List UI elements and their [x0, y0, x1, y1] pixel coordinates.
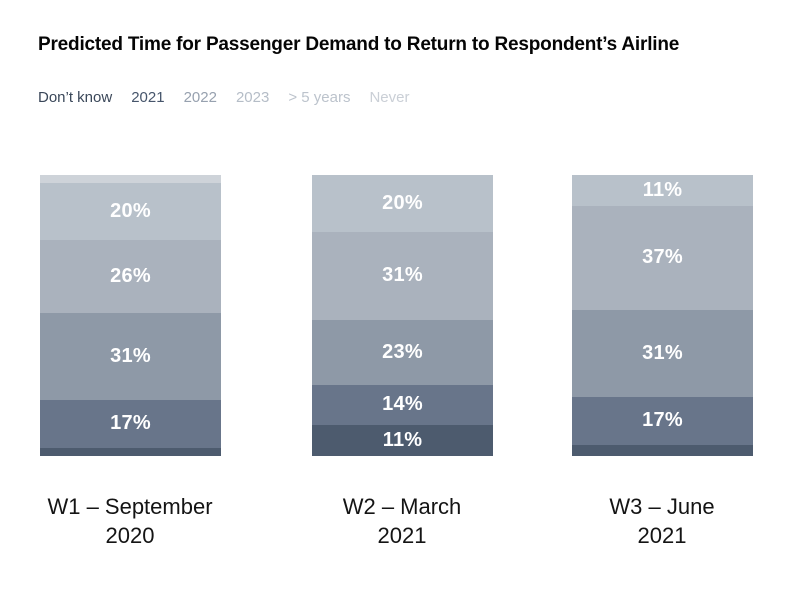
bar-segment-2023: 31% [312, 231, 493, 320]
segment-value-label: 17% [642, 409, 683, 432]
category-label-line: 2021 [377, 523, 427, 548]
segment-value-label: 37% [642, 246, 683, 269]
segment-value-label: 17% [110, 412, 151, 435]
bar-segment-2022: 31% [40, 312, 221, 400]
segment-value-label: 11% [642, 178, 683, 201]
segment-value-label: 23% [382, 340, 423, 363]
bar-segment-2023: 37% [572, 205, 753, 310]
legend: Don’t know 2021 2022 2023 > 5 years Never [38, 89, 409, 106]
category-label-line: W1 – September [47, 494, 213, 519]
category-label-2: W2 – March 2021 [262, 492, 542, 550]
bar-segment-never [40, 175, 221, 184]
bar-column-2: 20% 31% 23% 14% 11% [312, 175, 493, 456]
bar-column-1: 20% 26% 31% 17% [40, 175, 221, 457]
category-label-line: W3 – June [609, 494, 715, 519]
bar-segment-don-t-know [572, 444, 753, 456]
bar-segment-2021: 14% [312, 385, 493, 425]
segment-value-label: 31% [110, 344, 151, 367]
segment-value-label: 11% [382, 428, 423, 451]
category-label-1: W1 – September 2020 [0, 492, 270, 550]
bar-segment-2021: 17% [40, 399, 221, 448]
segment-value-label: 14% [382, 393, 423, 416]
bar-segment-don-t-know [40, 447, 221, 457]
category-label-line: W2 – March [342, 494, 462, 519]
bar-column-3: 11% 37% 31% 17% [572, 175, 753, 456]
segment-value-label: 31% [642, 341, 683, 364]
segment-value-label: 20% [382, 191, 423, 214]
bar-segment-don-t-know: 11% [312, 424, 493, 456]
bar-segment-5-years: 11% [572, 175, 753, 206]
chart-title: Predicted Time for Passenger Demand to R… [38, 34, 680, 55]
legend-item-2022[interactable]: 2022 [183, 89, 217, 106]
legend-item-2021[interactable]: 2021 [131, 89, 165, 106]
category-label-line: 2020 [105, 523, 155, 548]
bar-segment-5-years: 20% [312, 175, 493, 232]
segment-value-label: 26% [110, 264, 151, 287]
segment-value-label: 20% [110, 200, 151, 223]
bar-segment-2022: 31% [572, 309, 753, 397]
legend-item-5-years[interactable]: > 5 years [288, 89, 351, 106]
legend-item-2023[interactable]: 2023 [235, 89, 270, 106]
legend-item-don-t-know[interactable]: Don’t know [38, 89, 113, 106]
legend-item-never[interactable]: Never [369, 89, 410, 106]
bar-segment-2021: 17% [572, 396, 753, 445]
bar-segment-2022: 23% [312, 319, 493, 386]
bar-segment-2023: 26% [40, 239, 221, 313]
category-label-line: 2021 [637, 523, 687, 548]
bar-segment-5-years: 20% [40, 183, 221, 240]
category-label-3: W3 – June 2021 [522, 492, 800, 550]
segment-value-label: 31% [382, 264, 423, 287]
